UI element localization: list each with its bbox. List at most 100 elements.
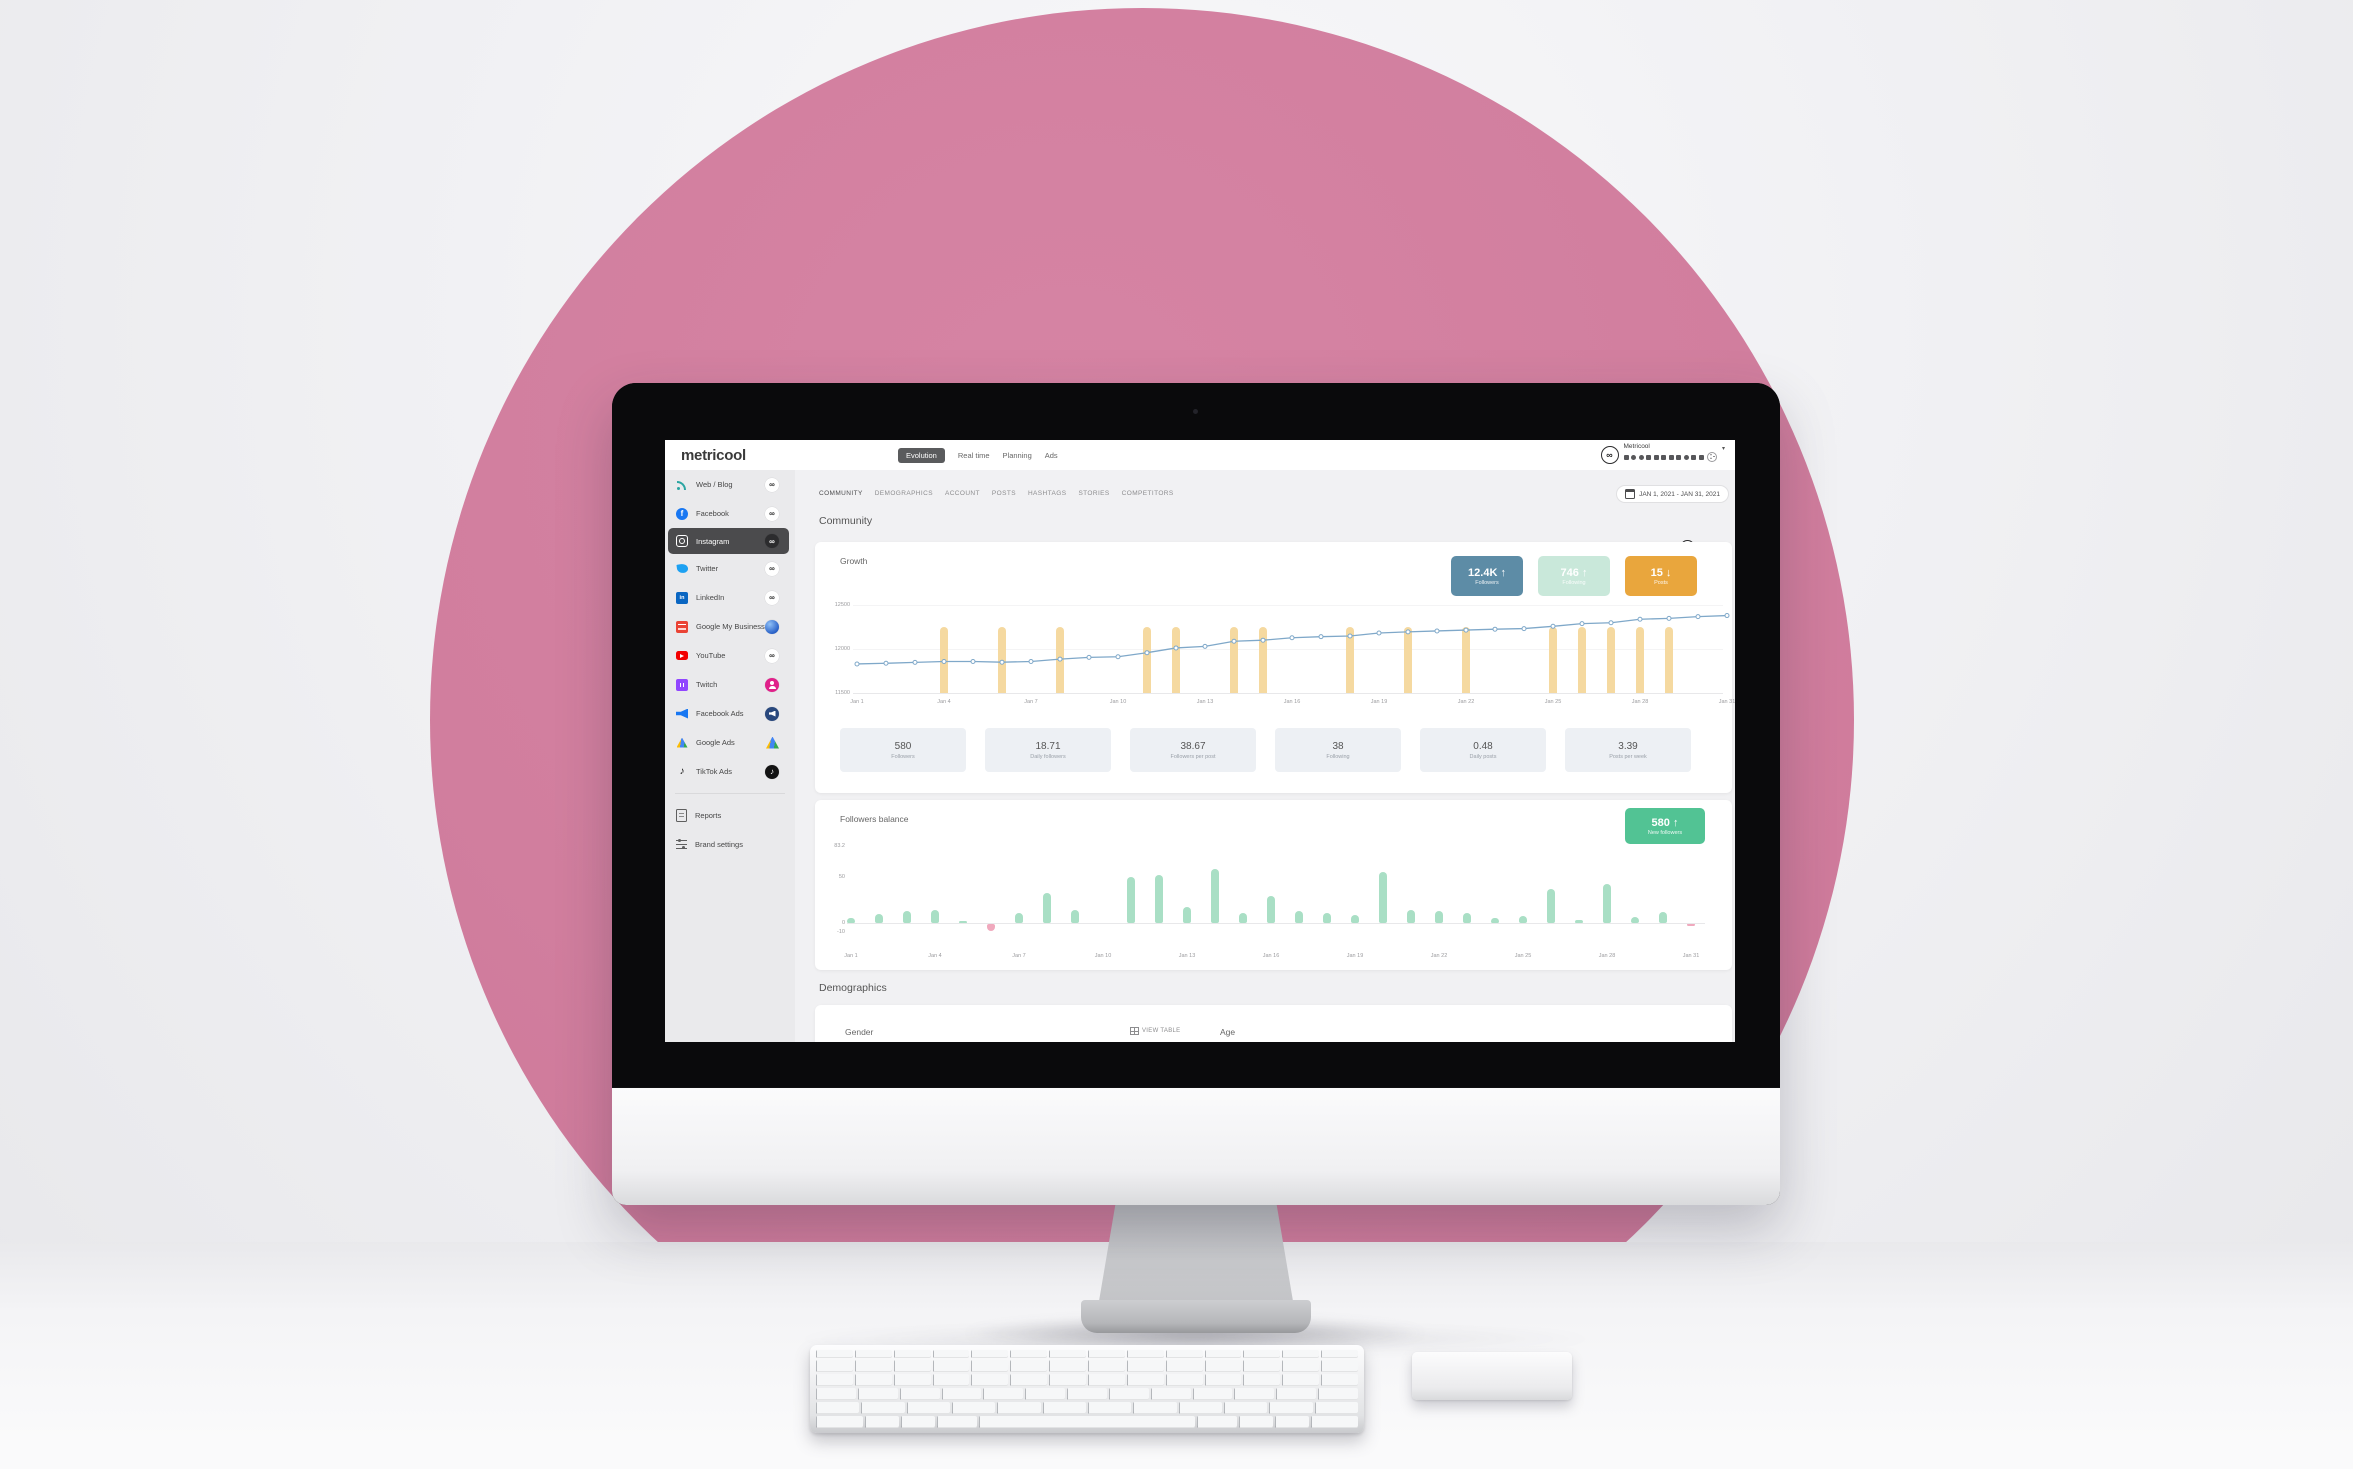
main-content: COMMUNITY DEMOGRAPHICS ACCOUNT POSTS HAS… xyxy=(795,470,1735,1042)
tab-stories[interactable]: STORIES xyxy=(1078,490,1110,497)
sidebar-item-web-blog[interactable]: Web / Blog ∞ xyxy=(665,470,795,499)
account-name: Metricool xyxy=(1623,443,1650,450)
twitch-avatar-badge xyxy=(765,677,779,692)
section-tabbar: COMMUNITY DEMOGRAPHICS ACCOUNT POSTS HAS… xyxy=(819,490,1174,497)
google-ads-triangle-icon xyxy=(676,737,688,749)
infinity-badge: ∞ xyxy=(765,561,779,576)
megaphone-badge xyxy=(765,706,779,721)
sidebar-item-instagram[interactable]: Instagram ∞ xyxy=(668,528,789,554)
tab-community[interactable]: COMMUNITY xyxy=(819,490,863,497)
metric-daily-posts: 0.48 Daily posts xyxy=(1420,728,1546,772)
nav-evolution[interactable]: Evolution xyxy=(898,447,945,463)
sidebar-item-youtube[interactable]: YouTube ∞ xyxy=(665,641,795,670)
growth-metrics-row: 580 Followers 18.71 Daily followers 38.67 F… xyxy=(840,728,1691,772)
tiktok-note-icon xyxy=(676,766,688,778)
megaphone-icon xyxy=(1646,454,1651,460)
tab-hashtags[interactable]: HASHTAGS xyxy=(1027,490,1067,497)
view-table-button[interactable]: VIEW TABLE xyxy=(1130,1027,1180,1035)
infinity-badge: ∞ xyxy=(765,506,779,521)
tab-competitors[interactable]: COMPETITORS xyxy=(1121,490,1174,497)
sidebar-item-linkedin[interactable]: LinkedIn ∞ xyxy=(665,583,795,612)
account-menu[interactable]: ∞ Metricool ▾ xyxy=(1600,443,1725,464)
following-chip: 746 ↑ Following xyxy=(1538,556,1610,596)
gender-chart-title: Gender xyxy=(845,1027,874,1037)
growth-card: Growth 12.4K ↑ Followers 746 ↑ Following xyxy=(815,542,1735,793)
youtube-icon xyxy=(676,650,688,662)
metricool-logo: metricool xyxy=(681,446,746,464)
infinity-badge: ∞ xyxy=(765,477,779,492)
sidebar-item-tiktok-ads[interactable]: TikTok Ads ♪ xyxy=(665,757,795,786)
imac-monitor: metricool Evolution Real time Planning A… xyxy=(612,383,1780,1205)
imac-screen-glass: metricool Evolution Real time Planning A… xyxy=(612,383,1780,1087)
twitch-icon xyxy=(676,678,688,691)
imac-stand-base xyxy=(1081,1300,1311,1333)
imac-stand-neck xyxy=(1098,1203,1294,1307)
twitter-icon xyxy=(675,563,689,575)
calendar-icon xyxy=(1625,489,1636,499)
sidebar-item-twitter[interactable]: Twitter ∞ xyxy=(665,554,795,583)
growth-summary-chips: 12.4K ↑ Followers 746 ↑ Following 15 ↓ P… xyxy=(1451,556,1697,596)
table-icon xyxy=(1130,1027,1139,1035)
facebook-icon xyxy=(676,507,688,520)
top-nav: Evolution Real time Planning Ads xyxy=(898,447,1058,463)
facebook-icon xyxy=(1638,454,1644,460)
posts-chip: 15 ↓ Posts xyxy=(1625,556,1697,596)
twitter-icon xyxy=(1631,454,1636,460)
apple-trackpad xyxy=(1412,1352,1572,1400)
sidebar-item-google-ads[interactable]: Google Ads xyxy=(665,728,795,757)
demographics-title: Demographics xyxy=(819,982,887,994)
metricool-infinity-logo-icon: ∞ xyxy=(1600,446,1619,464)
sidebar-item-twitch[interactable]: Twitch xyxy=(665,670,795,699)
metricool-app-window: metricool Evolution Real time Planning A… xyxy=(665,440,1735,1042)
age-chart-title: Age xyxy=(1220,1027,1236,1037)
imac-chin xyxy=(612,1087,1780,1205)
megaphone-icon xyxy=(676,708,688,720)
sidebar-item-facebook[interactable]: Facebook ∞ xyxy=(665,499,795,528)
balance-card-title: Followers balance xyxy=(840,814,909,824)
linkedin-icon xyxy=(1661,454,1666,460)
followers-chip: 12.4K ↑ Followers xyxy=(1451,556,1523,596)
metric-followers-per-post: 38.67 Followers per post xyxy=(1130,728,1256,772)
sidebar-item-facebook-ads[interactable]: Facebook Ads xyxy=(665,699,795,728)
arrow-up-icon: ↑ xyxy=(1672,816,1679,829)
arrow-up-icon: ↑ xyxy=(1500,566,1506,579)
arrow-down-icon: ↓ xyxy=(1665,566,1672,579)
tab-demographics[interactable]: DEMOGRAPHICS xyxy=(874,490,933,497)
infinity-badge: ∞ xyxy=(765,648,779,663)
twitch-icon xyxy=(1676,454,1681,460)
followers-balance-card: Followers balance 580 ↑ New followers 83… xyxy=(815,800,1732,970)
globe-badge xyxy=(765,619,779,634)
tab-posts[interactable]: POSTS xyxy=(991,490,1016,497)
google-ads-icon xyxy=(1691,454,1696,460)
sidebar-item-reports[interactable]: Reports xyxy=(665,801,795,830)
arrow-up-icon: ↑ xyxy=(1581,566,1588,579)
share-icon[interactable] xyxy=(1707,452,1717,462)
metric-following: 38 Following xyxy=(1275,728,1401,772)
nav-ads[interactable]: Ads xyxy=(1044,450,1058,460)
growth-card-title: Growth xyxy=(840,556,868,566)
date-range-picker[interactable]: JAN 1, 2021 - JAN 31, 2021 xyxy=(1616,485,1729,503)
sidebar-item-brand-settings[interactable]: Brand settings xyxy=(665,830,795,859)
storefront-icon xyxy=(676,620,688,633)
page-title: Community xyxy=(819,515,873,527)
metric-daily-followers: 18.71 Daily followers xyxy=(985,728,1111,772)
metric-followers: 580 Followers xyxy=(840,728,966,772)
growth-chart: 12500 12000 11500 Jan 1 Jan 4 Jan 7 Jan 10 Jan … xyxy=(834,602,1735,705)
nav-real-time[interactable]: Real time xyxy=(957,450,990,460)
nav-planning[interactable]: Planning xyxy=(1002,450,1032,460)
sidebar-divider xyxy=(675,793,785,794)
sliders-icon xyxy=(676,839,687,849)
sidebar-item-google-my-business[interactable]: Google My Business xyxy=(665,612,795,641)
infinity-badge: ∞ xyxy=(765,590,779,605)
tab-account[interactable]: ACCOUNT xyxy=(944,490,980,497)
tiktok-note-badge: ♪ xyxy=(765,764,779,779)
linkedin-icon xyxy=(676,591,688,604)
metric-posts-per-week: 3.39 Posts per week xyxy=(1565,728,1691,772)
new-followers-chip: 580 ↑ New followers xyxy=(1625,808,1705,844)
sidebar: Web / Blog ∞ Facebook ∞ Instagram ∞ xyxy=(665,470,795,1042)
followers-balance-chart: 83.2 50 0 -10 Jan 1 Jan 4 Jan 7 Jan 10 Jan 13 Jan… xyxy=(815,800,1732,970)
instagram-icon xyxy=(676,535,688,547)
youtube-icon xyxy=(1668,454,1674,460)
webcam-dot xyxy=(1193,409,1198,414)
